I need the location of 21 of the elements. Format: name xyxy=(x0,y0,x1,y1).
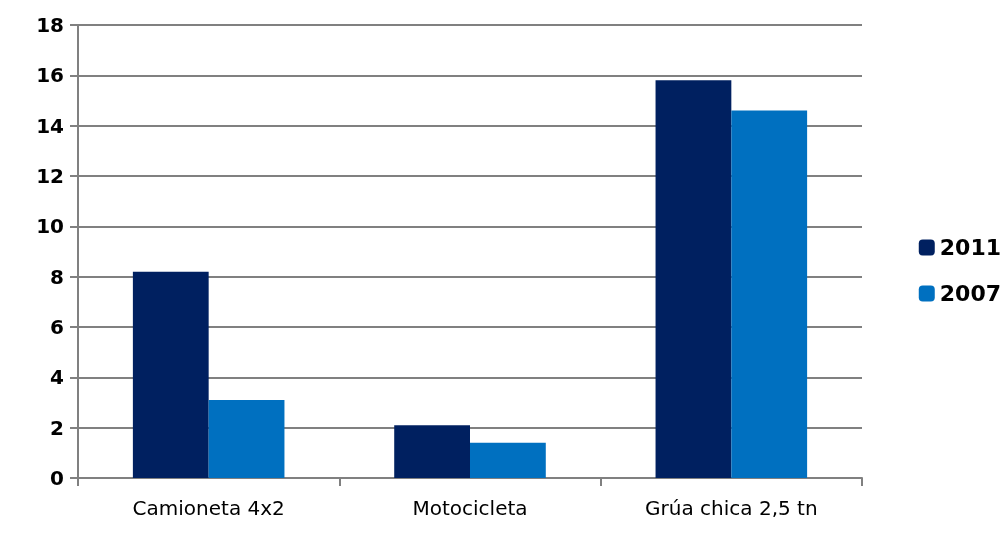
y-tick-label: 10 xyxy=(36,214,64,239)
y-tick-label: 8 xyxy=(50,264,64,289)
y-tick-label: 16 xyxy=(36,63,64,88)
x-tick-label: Motocicleta xyxy=(412,496,528,520)
bar xyxy=(470,442,546,478)
y-tick-label: 12 xyxy=(36,164,64,188)
x-tick-label: Grúa chica 2,5 tn xyxy=(645,496,818,520)
legend-label: 2007 xyxy=(939,281,1001,306)
y-tick-label: 18 xyxy=(36,13,64,37)
y-tick-label: 6 xyxy=(50,315,64,339)
legend-label: 2011 xyxy=(939,235,1001,260)
bar xyxy=(394,425,470,478)
y-tick-label: 0 xyxy=(50,466,64,490)
y-tick-label: 4 xyxy=(50,365,64,390)
bar xyxy=(731,110,808,478)
y-tick-label: 14 xyxy=(36,113,64,138)
x-tick-label: Camioneta 4x2 xyxy=(132,496,285,520)
y-tick-label: 2 xyxy=(50,415,64,440)
bar xyxy=(132,271,209,478)
bar xyxy=(208,399,285,478)
bar xyxy=(655,80,732,478)
